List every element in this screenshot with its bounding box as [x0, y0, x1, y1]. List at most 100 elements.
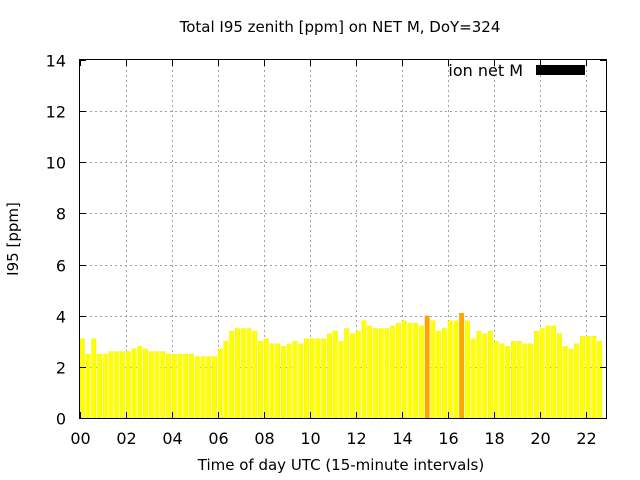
x-tick-label: 04 [162, 429, 182, 448]
bar [189, 353, 194, 419]
bar [240, 328, 246, 419]
legend: ion net M [448, 61, 585, 80]
bar [493, 341, 499, 419]
bar [143, 348, 148, 419]
bar [355, 330, 361, 419]
chart-title: Total I95 zenith [ppm] on NET M, DoY=324 [179, 18, 501, 36]
x-tick-label: 14 [392, 429, 412, 448]
bar [344, 328, 350, 419]
y-tick-label: 6 [56, 257, 66, 276]
bar [91, 338, 97, 419]
x-axis-label: Time of day UTC (15-minute intervals) [197, 456, 484, 474]
bar [292, 341, 298, 419]
bar [591, 336, 597, 419]
legend-label: ion net M [448, 61, 523, 80]
x-tick-label: 08 [254, 429, 274, 448]
bars-layer [79, 313, 603, 419]
bar [309, 338, 315, 419]
bar [597, 341, 603, 419]
bar [275, 343, 281, 419]
bar [338, 341, 344, 419]
bar [516, 341, 522, 419]
bar [217, 348, 223, 419]
bar [476, 330, 482, 419]
bar [85, 353, 91, 419]
bar [229, 330, 235, 419]
bar [183, 353, 189, 419]
bar [562, 346, 568, 419]
bar [131, 348, 137, 419]
bar [413, 323, 419, 419]
x-tick-label: 06 [208, 429, 228, 448]
bar [321, 338, 327, 419]
bar [447, 320, 453, 419]
bar [102, 353, 108, 419]
bar [304, 338, 309, 419]
y-tick-label: 14 [46, 52, 66, 71]
bar [206, 356, 212, 419]
bar [384, 328, 390, 419]
legend-swatch [536, 65, 585, 75]
bar [378, 328, 384, 419]
bar [574, 343, 580, 419]
x-tick-label: 02 [116, 429, 136, 448]
bar [263, 338, 269, 419]
bar [401, 320, 407, 419]
bar [556, 333, 562, 419]
bar [545, 325, 551, 419]
bar [585, 336, 591, 419]
bar [499, 343, 505, 419]
bar [533, 330, 539, 419]
y-tick-label: 2 [56, 359, 66, 378]
bar [332, 330, 338, 419]
bar [120, 351, 125, 419]
bar [505, 346, 511, 419]
bar [148, 351, 154, 419]
x-tick-label: 10 [300, 429, 320, 448]
bar [235, 328, 240, 419]
y-tick-label: 0 [56, 410, 66, 429]
bar [419, 325, 424, 419]
bar [482, 333, 488, 419]
bar [177, 353, 183, 419]
x-tick-label: 18 [484, 429, 504, 448]
bar [108, 351, 114, 419]
y-tick-label: 4 [56, 308, 66, 327]
bar [442, 328, 447, 419]
bar [327, 333, 332, 419]
bar [453, 320, 459, 419]
bar [298, 343, 304, 419]
y-axis-label: I95 [ppm] [4, 202, 22, 276]
bar [430, 320, 436, 419]
y-tick-label: 10 [46, 154, 66, 173]
bar [315, 338, 321, 419]
bar [470, 338, 476, 419]
y-tick-label: 12 [46, 103, 66, 122]
bar [171, 353, 177, 419]
bar [579, 336, 585, 419]
bar [97, 353, 102, 419]
bar [568, 348, 574, 419]
bar [252, 330, 258, 419]
bar [436, 330, 442, 419]
bar [269, 343, 275, 419]
bar [487, 330, 493, 419]
bar [390, 325, 396, 419]
bar [160, 351, 166, 419]
bar [246, 328, 252, 419]
bar [367, 325, 373, 419]
bar [510, 341, 516, 419]
bar [125, 351, 131, 419]
bar-high [459, 313, 465, 419]
bar-high [424, 315, 430, 419]
bar [79, 338, 85, 419]
bar [166, 353, 171, 419]
bar [258, 341, 263, 419]
plot-frame [79, 59, 607, 419]
bar [522, 343, 528, 419]
bar [396, 323, 401, 419]
bar [373, 328, 378, 419]
x-tick-label: 00 [70, 429, 90, 448]
